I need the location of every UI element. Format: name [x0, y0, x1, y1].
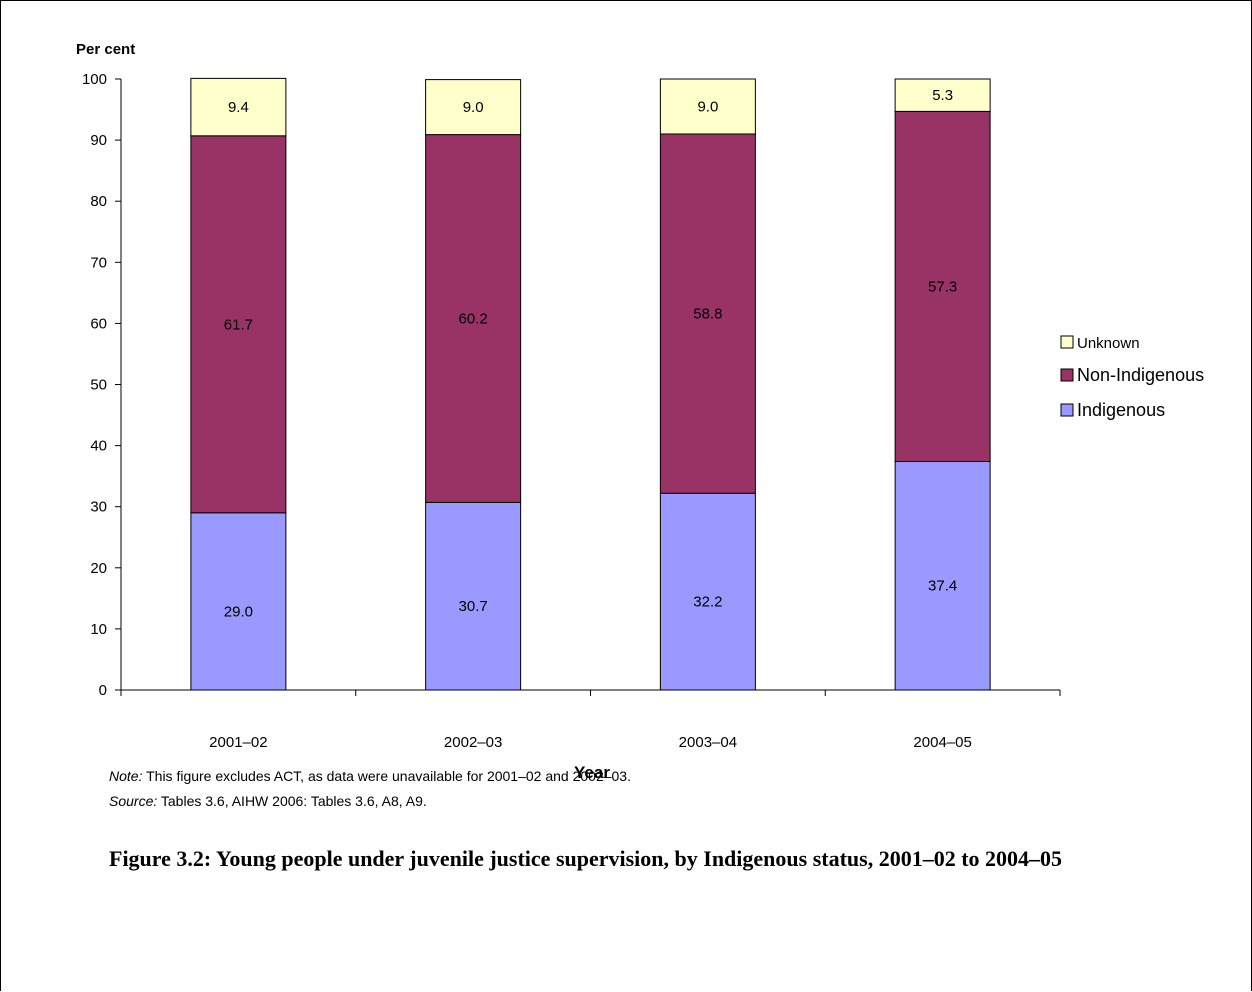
- bar-unknown-4: [894, 78, 991, 112]
- data-label: 60.2: [459, 311, 488, 328]
- bar-indigenous-1: [190, 512, 287, 691]
- bar-indigenous-2: [425, 501, 522, 691]
- data-label: 9.0: [697, 98, 718, 115]
- bar-non-indigenous-1: [190, 135, 287, 514]
- bar-unknown-2: [425, 79, 522, 136]
- bar-non-indigenous-3: [659, 133, 756, 494]
- legend: Unknown Non-Indigenous Indigenous: [1060, 335, 1204, 420]
- data-label: 30.7: [459, 598, 488, 615]
- bars: 29.0 61.7 9.4 30.7 60.2 9.0 32.2 58.8 9.0 37.4 57.…: [190, 77, 991, 691]
- bar-unknown-1: [190, 77, 287, 137]
- x-tick-label: 2004–05: [913, 734, 971, 751]
- y-tick-label: 100: [82, 71, 107, 88]
- x-tick-label: 2002–03: [444, 734, 502, 751]
- bar-indigenous-4: [894, 460, 991, 691]
- y-tick-label: 70: [90, 254, 107, 271]
- x-tick-label: 2001–02: [209, 734, 267, 751]
- data-label: 61.7: [224, 316, 253, 333]
- data-label: 9.4: [228, 99, 249, 116]
- bar-unknown-3: [659, 78, 756, 135]
- note-text: This figure excludes ACT, as data were u…: [142, 768, 631, 784]
- data-label: 5.3: [932, 87, 953, 104]
- bar-indigenous-3: [659, 492, 756, 691]
- note-label: Note:: [109, 768, 143, 784]
- y-tick-label: 20: [90, 560, 107, 577]
- stacked-bar-chart: Per cent Year 0 10 20 30 40 50 60 70 80 90 100 2001…: [76, 41, 1204, 782]
- y-tick-label: 90: [90, 132, 107, 149]
- figure-source: Source: Tables 3.6, AIHW 2006: Tables 3.…: [109, 793, 427, 809]
- x-tick-label: 2003–04: [679, 734, 737, 751]
- data-label: 9.0: [463, 99, 484, 116]
- y-tick-label: 40: [90, 438, 107, 455]
- y-tick-label: 0: [99, 682, 107, 699]
- y-tick-label: 30: [90, 499, 107, 516]
- data-label: 32.2: [693, 594, 722, 611]
- y-tick-label: 10: [90, 621, 107, 638]
- y-axis-title: Per cent: [76, 41, 135, 58]
- source-text: Tables 3.6, AIHW 2006: Tables 3.6, A8, A…: [157, 793, 427, 809]
- data-label: 58.8: [693, 306, 722, 323]
- bar-non-indigenous-2: [425, 134, 522, 503]
- legend-swatch-unknown: [1060, 335, 1074, 349]
- figure-note: Note: This figure excludes ACT, as data …: [109, 768, 631, 784]
- legend-label-non-indigenous: Non-Indigenous: [1077, 365, 1204, 385]
- y-tick-label: 60: [90, 315, 107, 332]
- data-label: 37.4: [928, 578, 957, 595]
- figure-caption: Figure 3.2: Young people under juvenile …: [109, 846, 1063, 871]
- source-label: Source:: [109, 793, 158, 809]
- legend-label-unknown: Unknown: [1077, 335, 1140, 352]
- legend-label-indigenous: Indigenous: [1077, 400, 1165, 420]
- legend-swatch-indigenous: [1060, 403, 1074, 417]
- legend-swatch-non-indigenous: [1060, 368, 1074, 382]
- data-label: 57.3: [928, 278, 957, 295]
- data-label: 29.0: [224, 603, 253, 620]
- x-axis-title: Year: [574, 763, 610, 782]
- bar-non-indigenous-4: [894, 110, 991, 462]
- y-tick-label: 50: [90, 377, 107, 394]
- y-tick-label: 80: [90, 193, 107, 210]
